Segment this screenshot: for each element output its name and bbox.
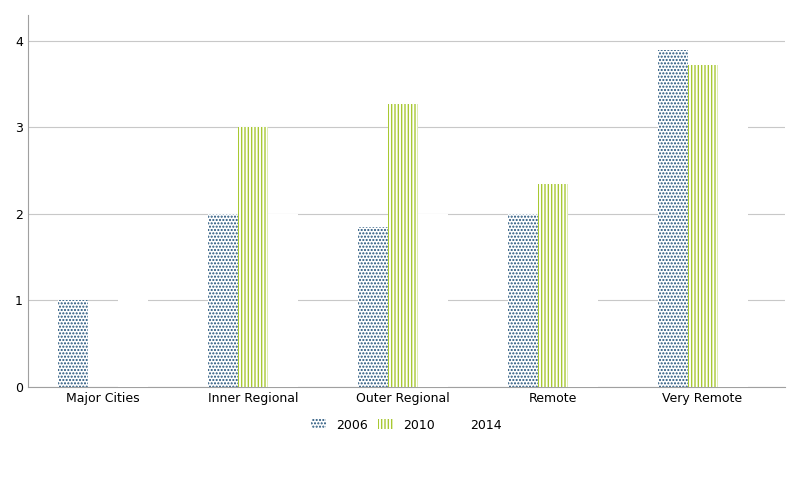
Bar <box>418 214 448 387</box>
Bar <box>118 247 148 387</box>
Bar <box>568 221 598 387</box>
Bar <box>658 49 687 387</box>
Bar <box>208 214 238 387</box>
Bar <box>268 214 298 387</box>
Bar <box>538 184 568 387</box>
Bar <box>687 65 718 387</box>
Bar <box>58 300 88 387</box>
Bar <box>238 128 268 387</box>
Bar <box>388 104 418 387</box>
Bar <box>718 78 747 387</box>
Legend: 2006, 2010, 2014: 2006, 2010, 2014 <box>306 414 506 437</box>
Bar <box>508 214 538 387</box>
Bar <box>358 227 388 387</box>
